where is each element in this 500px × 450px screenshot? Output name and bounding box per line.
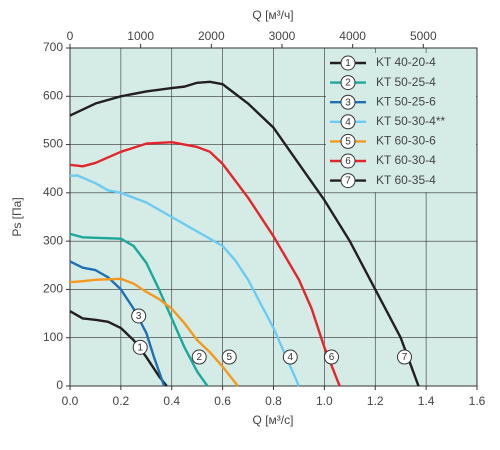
curve-number-badge (340, 75, 356, 91)
curve-number: 1 (137, 343, 143, 354)
x2-tick-label: 0 (67, 29, 74, 43)
curve-number: 6 (345, 156, 351, 167)
y-tick-label: 700 (43, 40, 63, 54)
x-tick-label: 0.0 (62, 394, 79, 408)
curve-number-badge (132, 339, 148, 355)
curve-number-badge (282, 349, 298, 365)
x-tick-label: 0.2 (113, 394, 130, 408)
y-tick-label: 600 (43, 88, 63, 102)
legend-label: KT 60-35-4 (376, 173, 436, 187)
curve (69, 80, 420, 387)
x-tick-label: 0.6 (214, 394, 231, 408)
curve-number-badge (221, 349, 237, 365)
curve-number: 4 (345, 117, 351, 128)
y-tick-label: 400 (43, 185, 63, 199)
curve-number-badge (323, 349, 339, 365)
x-tick-label: 1.0 (316, 394, 333, 408)
x2-tick-label: 5000 (410, 29, 437, 43)
legend-label: KT 50-30-4** (376, 114, 445, 128)
legend-label: KT 60-30-6 (376, 134, 436, 148)
plot-frame (69, 47, 478, 387)
curve-number-badge (340, 94, 356, 110)
curve (69, 174, 301, 387)
x-tick-label: 1.2 (367, 394, 384, 408)
y-tick-label: 300 (43, 233, 63, 247)
x2-tick-label: 2000 (198, 29, 225, 43)
curve-number: 7 (402, 352, 408, 363)
x-axis-title: Q [м³/с] (253, 413, 294, 427)
curve-number: 1 (345, 58, 351, 69)
x-tick-label: 0.4 (163, 394, 180, 408)
curve-number: 3 (345, 97, 351, 108)
x2-axis-title: Q [м³/ч] (252, 8, 293, 22)
y-tick-label: 100 (43, 330, 63, 344)
curve-number-badge (340, 114, 356, 130)
y-tick-label: 0 (56, 378, 63, 392)
curve-number: 5 (226, 352, 232, 363)
curve-number-badge (397, 349, 413, 365)
curve (69, 310, 168, 387)
x-tick-label: 0.8 (265, 394, 282, 408)
curve-number: 2 (196, 352, 202, 363)
curve-number: 3 (136, 311, 142, 322)
curve-number: 7 (345, 176, 351, 187)
legend-label: KT 50-25-6 (376, 94, 436, 108)
legend-label: KT 50-25-4 (376, 75, 436, 89)
curve-number-badge (340, 133, 356, 149)
curve (69, 260, 166, 387)
y-tick-label: 500 (43, 137, 63, 151)
curve-number-badge (191, 349, 207, 365)
x-tick-label: 1.4 (418, 394, 435, 408)
legend-label: KT 60-30-4 (376, 153, 436, 167)
curve-number-badge (340, 55, 356, 71)
curve-number: 5 (345, 137, 351, 148)
y-axis-title: Ps [Па] (10, 197, 24, 236)
x2-tick-label: 3000 (269, 29, 296, 43)
x-tick-label: 1.6 (469, 394, 486, 408)
legend-label: KT 40-20-4 (376, 55, 436, 69)
curve-number: 4 (288, 352, 294, 363)
curve (69, 232, 209, 387)
curve (69, 277, 239, 387)
curve-number: 2 (345, 78, 351, 89)
y-tick-label: 200 (43, 282, 63, 296)
curve-number-badge (131, 308, 147, 324)
curve (69, 140, 341, 387)
curve-number: 6 (329, 352, 335, 363)
x2-tick-label: 1000 (127, 29, 154, 43)
x2-tick-label: 4000 (339, 29, 366, 43)
curve-number-badge (340, 173, 356, 189)
curve-number-badge (340, 153, 356, 169)
